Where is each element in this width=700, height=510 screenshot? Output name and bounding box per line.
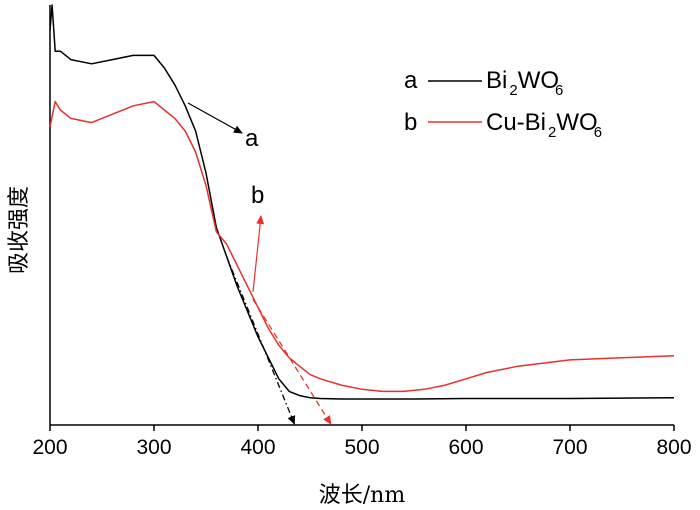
- legend-item-b: b Cu-Bi 2WO6: [404, 109, 602, 141]
- legend-label-b-mid: WO: [556, 109, 597, 136]
- legend-key-b: b: [404, 109, 417, 136]
- extrapolation-line-b: [252, 298, 332, 425]
- x-tick-label: 400: [240, 436, 275, 459]
- legend-label-a: Bi 2WO6: [486, 67, 563, 99]
- annotation-a-arrow: [187, 102, 243, 134]
- legend: a Bi 2WO6 b Cu-Bi 2WO6: [404, 67, 602, 141]
- annotation-a-label: a: [245, 125, 259, 152]
- x-axis-title: 波长/nm: [319, 483, 406, 508]
- legend-label-b-sub2: 6: [594, 124, 602, 141]
- extrapolation-line-a: [226, 256, 296, 425]
- legend-item-a: a Bi 2WO6: [404, 67, 563, 99]
- x-tick-label: 200: [32, 436, 67, 459]
- legend-label-a-sub1: 2: [509, 82, 517, 99]
- legend-label-a-main: Bi: [486, 67, 507, 94]
- x-tick-label: 600: [448, 436, 483, 459]
- legend-label-a-sub2: 6: [555, 82, 563, 99]
- legend-label-a-mid: WO: [518, 67, 559, 94]
- annotation-b-arrow: [252, 215, 265, 293]
- series-line-b: [49, 100, 675, 393]
- legend-label-b-sub1: 2: [548, 124, 556, 141]
- x-tick-label: 800: [656, 436, 691, 459]
- legend-key-a: a: [404, 67, 418, 94]
- x-ticks: 200 300 400 500 600 700 800: [32, 425, 692, 459]
- y-axis-title: 吸收强度: [7, 186, 32, 274]
- x-tick-label: 300: [136, 436, 171, 459]
- series-line-a: [49, 4, 675, 400]
- legend-label-b-main: Cu-Bi: [486, 109, 546, 136]
- x-tick-label: 700: [552, 436, 587, 459]
- annotation-b-label: b: [251, 182, 264, 209]
- plot-frame: [49, 5, 674, 426]
- x-tick-label: 500: [344, 436, 379, 459]
- series-group: [49, 4, 675, 400]
- legend-label-b: Cu-Bi 2WO6: [486, 109, 602, 141]
- extrapolation-lines: [226, 256, 332, 425]
